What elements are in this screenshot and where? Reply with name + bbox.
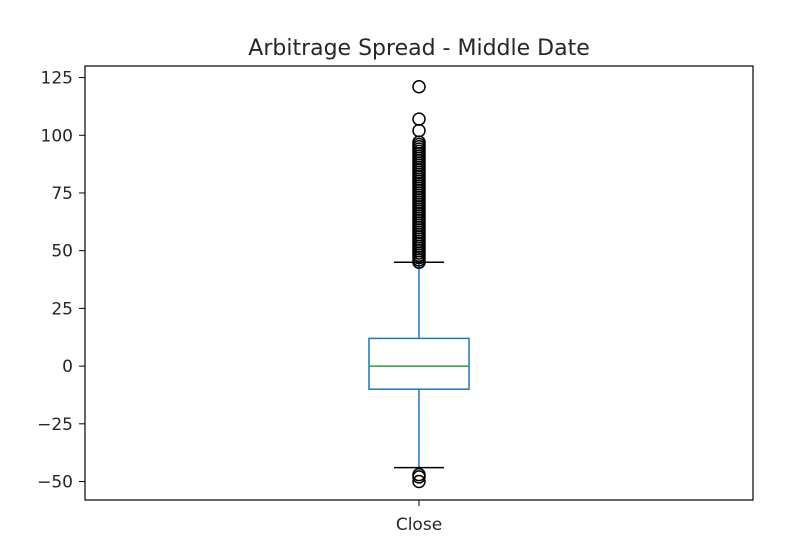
outlier-point <box>412 474 426 489</box>
outlier-point <box>412 80 426 94</box>
y-tick-label: −25 <box>37 415 73 435</box>
x-tick-label: Close <box>396 515 442 535</box>
y-tick-label: 25 <box>51 299 73 319</box>
y-tick-label: −50 <box>37 473 73 493</box>
chart-title: Arbitrage Spread - Middle Date <box>248 36 589 61</box>
plot-area: −50 −25 0 25 50 75 100 125 Close <box>37 65 754 535</box>
y-tick-label: 50 <box>51 242 73 262</box>
outlier-point <box>412 112 426 126</box>
y-tick-label: 0 <box>62 357 73 377</box>
y-tick-label: 125 <box>41 69 73 89</box>
outlier-point <box>412 470 426 484</box>
outlier-point <box>412 123 426 138</box>
y-tick-label: 100 <box>41 126 73 146</box>
iqr-box <box>368 337 470 390</box>
y-tick-label: 75 <box>51 184 73 204</box>
